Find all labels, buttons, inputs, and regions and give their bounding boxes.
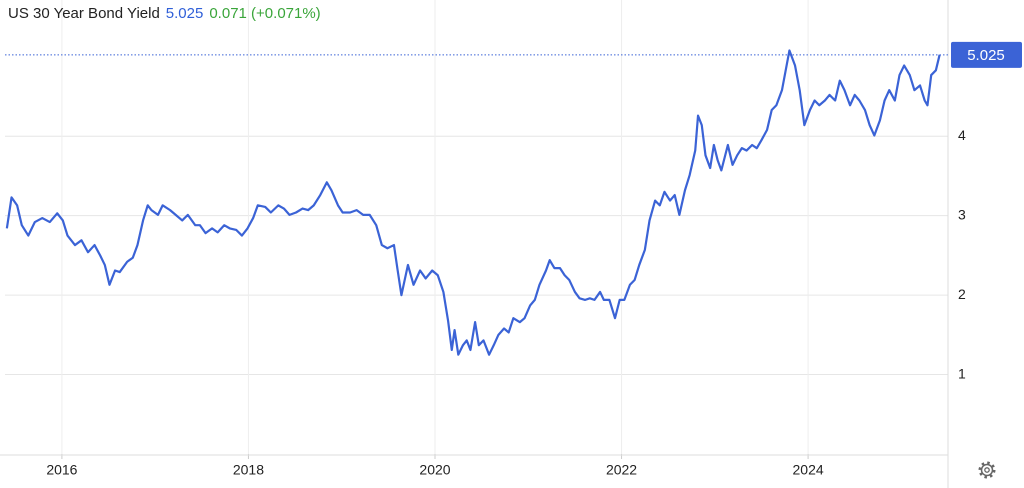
last-value-box [951, 41, 1022, 68]
last-price: 5.025 [165, 5, 204, 22]
y-tick-label: 2 [958, 286, 966, 302]
x-tick-label: 2024 [793, 462, 824, 478]
x-tick-label: 2022 [606, 462, 637, 478]
x-tick-label: 2020 [419, 462, 450, 478]
series-line [5, 49, 941, 356]
y-tick-label: 3 [958, 206, 966, 222]
header: US 30 Year Bond Yield 5.025 0.071 (+0.07… [8, 5, 321, 22]
settings-icon[interactable] [978, 461, 996, 479]
chart-title: US 30 Year Bond Yield [8, 5, 160, 22]
x-tick-label: 2016 [46, 462, 77, 478]
y-tick-label: 1 [958, 365, 966, 381]
y-tick-label: 4 [958, 127, 966, 143]
last-value-label: 5.025 [967, 47, 1005, 64]
price-change: 0.071 (+0.071%) [209, 5, 321, 22]
x-tick-label: 2018 [233, 462, 264, 478]
